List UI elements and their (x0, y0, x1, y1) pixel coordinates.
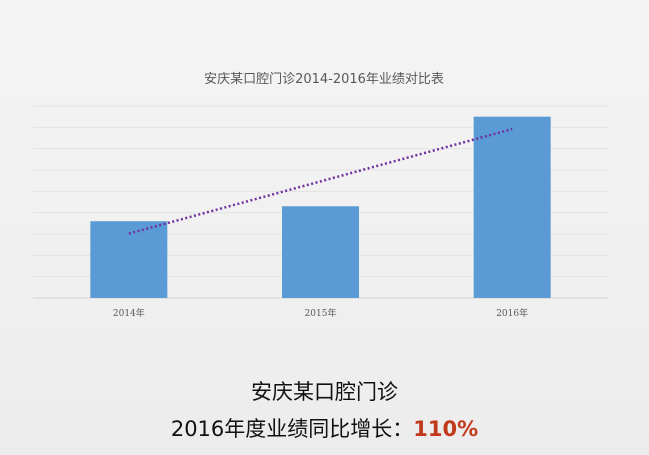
x-axis-tick-labels: 2014年 2015年 2016年 (113, 307, 528, 319)
caption-growth-line: 2016年度业绩同比增长：110% (0, 413, 649, 443)
bar-2014年 (90, 221, 168, 298)
x-tick-label: 2015年 (305, 307, 337, 319)
caption-clinic-name: 安庆某口腔门诊 (251, 380, 398, 404)
bars (90, 116, 551, 299)
x-tick-label: 2014年 (113, 307, 145, 319)
caption-growth-label: 2016年度业绩同比增长： (170, 417, 414, 441)
chart-title: 安庆某口腔门诊2014-2016年业绩对比表 (204, 72, 444, 87)
trendline-path (128, 127, 513, 235)
bar-2016年 (473, 116, 551, 299)
caption-growth-value: 110% (413, 417, 479, 441)
bar-2015年 (282, 206, 359, 298)
x-tick-label: 2016年 (496, 307, 528, 319)
trendline (128, 127, 513, 235)
